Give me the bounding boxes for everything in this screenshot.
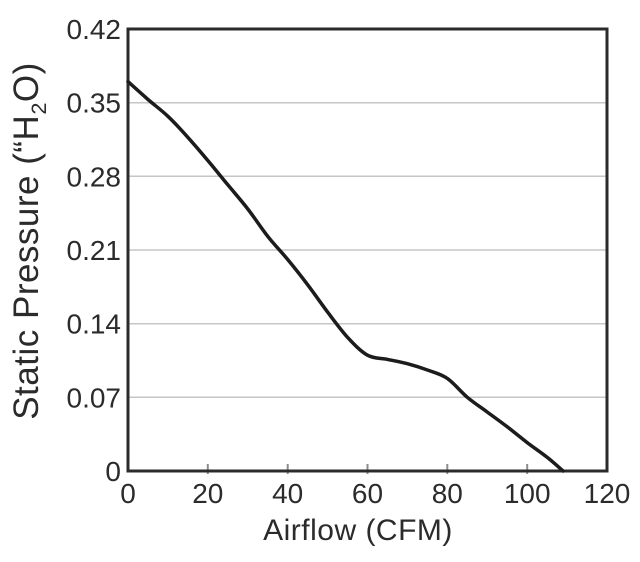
x-tick-label-20: 20 bbox=[192, 478, 223, 509]
x-tick-label-120: 120 bbox=[584, 478, 631, 509]
y-tick-label-0.28: 0.28 bbox=[67, 161, 122, 192]
y-axis-title-text: Static Pressure (“H bbox=[7, 114, 46, 420]
y-tick-label-0.14: 0.14 bbox=[67, 309, 122, 340]
x-tick-label-40: 40 bbox=[272, 478, 303, 509]
x-tick-label-100: 100 bbox=[504, 478, 551, 509]
x-tick-label-0: 0 bbox=[120, 478, 136, 509]
y-tick-label-0.42: 0.42 bbox=[67, 14, 122, 45]
y-tick-label-0.21: 0.21 bbox=[67, 235, 122, 266]
x-tick-label-80: 80 bbox=[432, 478, 463, 509]
static-pressure-curve bbox=[126, 79, 565, 473]
plot-frame bbox=[126, 27, 609, 473]
y-axis-title-subscript: 2 bbox=[26, 102, 51, 115]
y-axis-title: Static Pressure (“H2O) bbox=[7, 62, 51, 420]
y-axis-title-suffix: O) bbox=[7, 62, 46, 103]
y-tick-label-0.07: 0.07 bbox=[67, 382, 122, 413]
x-axis-title: Airflow (CFM) bbox=[263, 514, 453, 547]
y-tick-label-0.35: 0.35 bbox=[67, 88, 122, 119]
y-tick-label-0: 0 bbox=[105, 456, 121, 487]
x-tick-label-60: 60 bbox=[352, 478, 383, 509]
